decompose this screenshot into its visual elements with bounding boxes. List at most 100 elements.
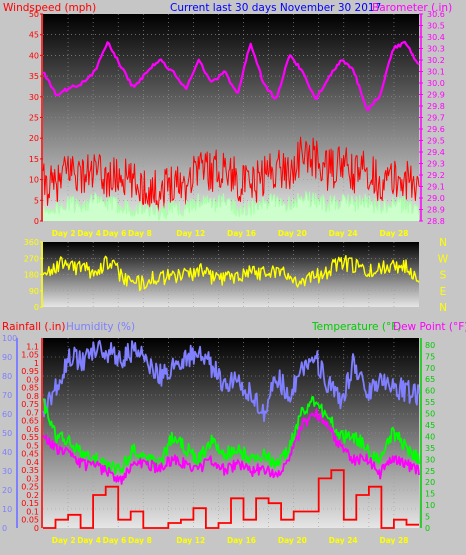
day-label: Day 16 xyxy=(227,536,256,545)
humidity-tick-label: 80 xyxy=(2,372,12,381)
wind-tick-label: 30 xyxy=(29,93,39,102)
humidity-tick-label: 100 xyxy=(2,334,17,343)
humidity-tick-label: 0 xyxy=(2,524,7,533)
rain-tick-label: 1 xyxy=(34,359,39,368)
temperature-tick-label: 55 xyxy=(425,398,435,407)
day-label: Day 24 xyxy=(329,536,358,545)
baro-tick-label: 29.0 xyxy=(427,194,445,203)
rain-tick-label: 0 xyxy=(34,524,39,533)
wind-tick-label: 50 xyxy=(29,10,39,19)
humidity-tick-label: 70 xyxy=(2,391,12,400)
day-label: Day 12 xyxy=(176,229,205,238)
rain-tick-label: 0.6 xyxy=(26,425,39,434)
day-label: Day 20 xyxy=(278,536,307,545)
rain-tick-label: 1.1 xyxy=(26,342,39,351)
baro-tick-label: 29.4 xyxy=(427,148,445,157)
temperature-tick-label: 0 xyxy=(425,524,430,533)
rain-tick-label: 0.35 xyxy=(21,466,39,475)
day-label: Day 2 xyxy=(52,536,76,545)
rain-hum-temp-axes: 00.050.10.150.20.250.30.350.40.450.50.55… xyxy=(2,334,435,533)
humidity-tick-label: 10 xyxy=(2,505,12,514)
day-label: Day 28 xyxy=(379,229,408,238)
day-label: Day 4 xyxy=(77,536,101,545)
rain-tick-label: 0.1 xyxy=(26,507,39,516)
wind-tick-label: 40 xyxy=(29,51,39,60)
day-label: Day 28 xyxy=(379,536,408,545)
baro-tick-label: 29.3 xyxy=(427,160,445,169)
gust-line xyxy=(42,136,420,213)
rain-tick-label: 0.75 xyxy=(21,400,39,409)
rainfall-line xyxy=(43,469,419,529)
rain-tick-label: 0.65 xyxy=(21,417,39,426)
rain-tick-label: 0.3 xyxy=(26,474,39,483)
compass-label: N xyxy=(439,302,447,314)
direction-tick-label: 90 xyxy=(29,287,39,296)
wind-tick-label: 45 xyxy=(29,31,39,40)
rain-tick-label: 0.5 xyxy=(26,441,39,450)
baro-tick-label: 30.3 xyxy=(427,45,445,54)
humidity-tick-label: 50 xyxy=(2,429,12,438)
temperature-tick-label: 70 xyxy=(425,364,435,373)
chart-title: Current last 30 days November 30 2017 xyxy=(170,2,381,14)
temperature-tick-label: 45 xyxy=(425,421,435,430)
baro-tick-label: 29.5 xyxy=(427,137,445,146)
rain-tick-label: 0.9 xyxy=(26,375,39,384)
direction-series xyxy=(42,255,420,292)
baro-tick-label: 30.0 xyxy=(427,79,445,88)
temperature-tick-label: 75 xyxy=(425,352,435,361)
humidity-axis-label: Humidity (%) xyxy=(66,321,135,333)
day-label: Day 6 xyxy=(103,536,127,545)
temperature-tick-label: 40 xyxy=(425,432,435,441)
baro-tick-label: 30.6 xyxy=(427,10,445,19)
baro-tick-label: 29.8 xyxy=(427,102,445,111)
humidity-tick-label: 40 xyxy=(2,448,12,457)
compass-label: E xyxy=(440,286,447,298)
baro-tick-label: 30.1 xyxy=(427,68,445,77)
baro-tick-label: 30.4 xyxy=(427,33,445,42)
direction-line xyxy=(42,255,420,292)
temperature-tick-label: 35 xyxy=(425,444,435,453)
temperature-tick-label: 20 xyxy=(425,478,435,487)
rain-tick-label: 0.95 xyxy=(21,367,39,376)
day-label: Day 16 xyxy=(227,229,256,238)
rain-tick-label: 0.25 xyxy=(21,483,39,492)
rain-tick-label: 0.15 xyxy=(21,499,39,508)
baro-tick-label: 29.7 xyxy=(427,114,445,123)
temperature-tick-label: 80 xyxy=(425,341,435,350)
wind-tick-label: 15 xyxy=(29,155,39,164)
temperature-tick-label: 25 xyxy=(425,467,435,476)
humidity-tick-label: 30 xyxy=(2,467,12,476)
rain-hum-temp-day-labels: Day 2 Day 4 Day 6 Day 8 Day 12 Day 16 Day 20 Da… xyxy=(52,536,409,545)
rain-tick-label: 1.05 xyxy=(21,351,39,360)
direction-axes: 0 90 180 270 360 xyxy=(24,238,43,312)
dewpoint-line xyxy=(42,408,420,485)
wind-tick-label: 35 xyxy=(29,72,39,81)
wind-baro-axes: 0 5 10 15 20 25 30 35 40 45 50 28.8 28.9 29.0 29.1 29.2… xyxy=(29,10,445,226)
rain-axis-label: Rainfall (.in) xyxy=(2,321,65,333)
temperature-tick-label: 50 xyxy=(425,410,435,419)
wind-tick-label: 10 xyxy=(29,176,39,185)
baro-tick-label: 29.2 xyxy=(427,171,445,180)
temperature-axis-label: Temperature (°F) xyxy=(311,321,401,333)
temperature-tick-label: 5 xyxy=(425,513,430,522)
baro-tick-label: 28.8 xyxy=(427,217,445,226)
wind-baro-series xyxy=(42,40,420,221)
temperature-tick-label: 10 xyxy=(425,501,435,510)
wind-tick-label: 5 xyxy=(34,196,39,205)
day-label: Day 8 xyxy=(128,536,152,545)
baro-tick-label: 29.9 xyxy=(427,91,445,100)
baro-tick-label: 28.9 xyxy=(427,206,445,215)
compass-label: N xyxy=(439,237,447,249)
direction-tick-label: 360 xyxy=(24,238,39,247)
compass-label: S xyxy=(440,270,447,282)
direction-tick-label: 180 xyxy=(24,271,39,280)
wind-tick-label: 25 xyxy=(29,114,39,123)
rain-tick-label: 0.8 xyxy=(26,392,39,401)
wind-tick-label: 20 xyxy=(29,134,39,143)
humidity-tick-label: 20 xyxy=(2,486,12,495)
rain-hum-temp-series xyxy=(42,339,420,529)
day-label: Day 2 xyxy=(52,229,76,238)
day-label: Day 6 xyxy=(103,229,127,238)
